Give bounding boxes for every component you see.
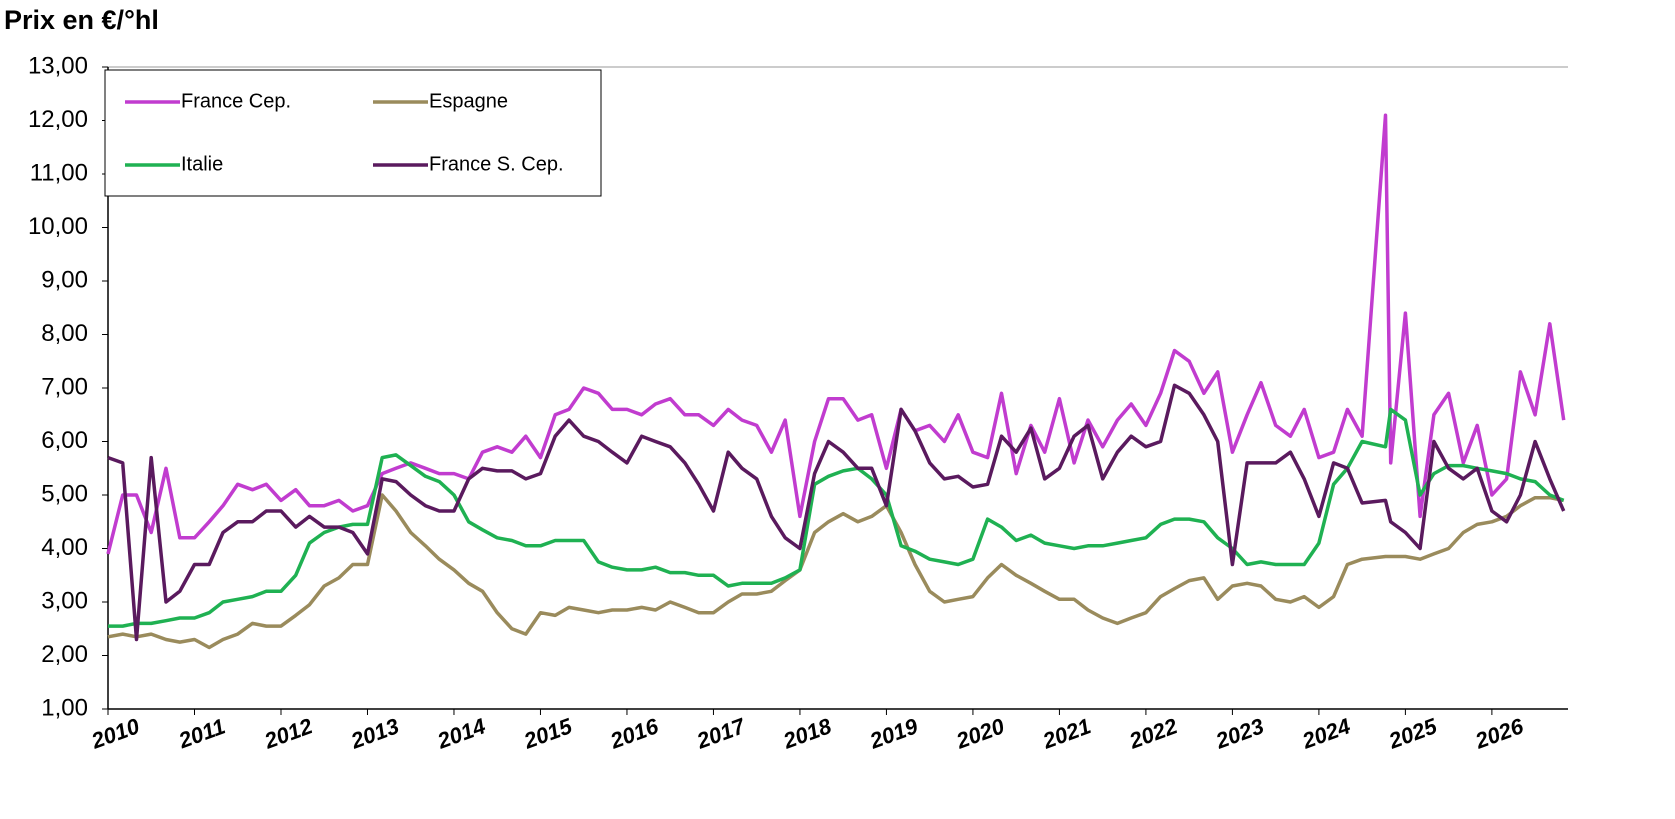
legend: France Cep. Espagne Italie France S. Cep. [104, 69, 602, 197]
y-tick-label: 11,00 [30, 159, 88, 186]
series-line [106, 113, 1566, 555]
series-line [107, 493, 1565, 650]
x-tick-label: 2022 [1125, 713, 1181, 754]
y-tick-label: 13,00 [28, 52, 88, 79]
y-tick-label: 2,00 [41, 641, 88, 668]
x-tick-label: 2016 [606, 713, 662, 754]
x-tick-label: 2019 [866, 713, 922, 754]
x-tick-label: 2011 [174, 714, 228, 754]
y-tick-label: 3,00 [41, 587, 88, 614]
y-tick-label: 12,00 [28, 106, 88, 133]
y-tick-label: 10,00 [28, 213, 88, 240]
series-line [108, 407, 1565, 628]
legend-label: France Cep. [181, 90, 291, 112]
x-tick-label: 2013 [347, 713, 402, 754]
x-tick-label: 2014 [433, 713, 488, 754]
legend-label: France S. Cep. [429, 153, 564, 175]
x-tick-label: 2010 [87, 713, 143, 754]
series-line [107, 383, 1566, 642]
x-tick-label: 2025 [1385, 713, 1441, 754]
x-tick-label: 2012 [260, 713, 316, 754]
y-tick-label: 5,00 [41, 480, 88, 507]
x-tick-label: 2023 [1212, 713, 1267, 754]
y-tick-label: 9,00 [41, 266, 88, 293]
x-tick-label: 2026 [1471, 713, 1527, 754]
y-tick-label: 1,00 [41, 694, 88, 721]
x-tick-label: 2021 [1039, 713, 1094, 754]
x-tick-label: 2018 [779, 713, 835, 754]
x-tick-label: 2024 [1298, 713, 1353, 754]
y-tick-label: 6,00 [41, 427, 88, 454]
y-tick-label: 7,00 [41, 373, 88, 400]
x-tick-label: 2017 [693, 713, 750, 754]
x-tick-label: 2015 [520, 713, 576, 754]
x-tick-label: 2020 [952, 713, 1008, 754]
y-tick-label: 8,00 [41, 320, 88, 347]
legend-label: Espagne [429, 90, 508, 112]
legend-label: Italie [181, 153, 223, 175]
y-tick-label: 4,00 [41, 534, 88, 561]
chart-title: Prix en €/°hl [4, 5, 159, 35]
legend-box [104, 69, 602, 197]
